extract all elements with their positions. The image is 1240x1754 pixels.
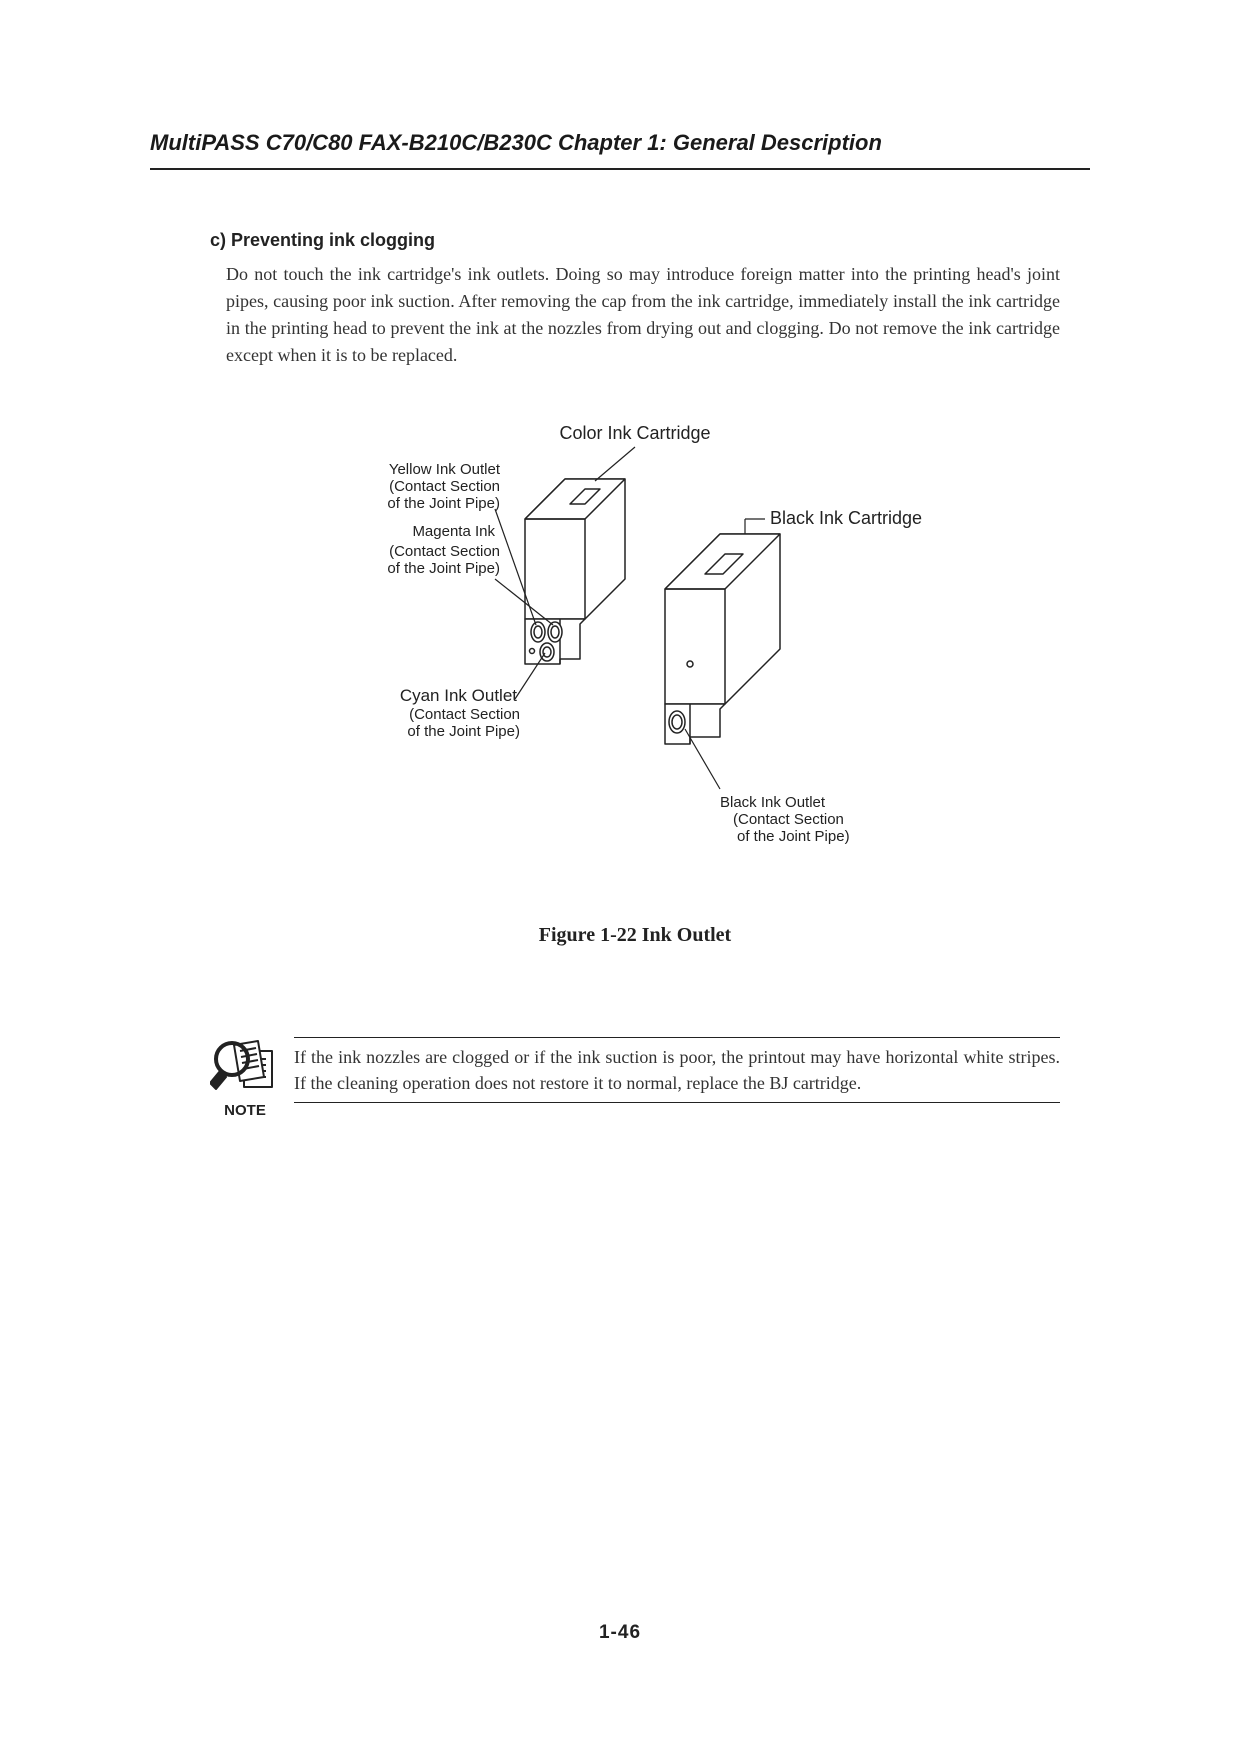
svg-text:Magenta Ink: Magenta Ink bbox=[412, 523, 495, 540]
figure-caption: Figure 1-22 Ink Outlet bbox=[325, 924, 945, 947]
label-cyan: Cyan Ink Outlet (Contact Section of the … bbox=[400, 686, 520, 740]
note-icon-column: NOTE bbox=[210, 1037, 280, 1119]
note-icon bbox=[210, 1037, 280, 1095]
chapter-header: MultiPASS C70/C80 FAX-B210C/B230C Chapte… bbox=[150, 130, 1090, 170]
note-text-wrap: If the ink nozzles are clogged or if the… bbox=[294, 1037, 1060, 1103]
label-color-cartridge: Color Ink Cartridge bbox=[559, 423, 710, 443]
svg-text:(Contact Section: (Contact Section bbox=[733, 811, 844, 828]
color-cartridge-shape bbox=[525, 479, 625, 664]
svg-text:Yellow Ink Outlet: Yellow Ink Outlet bbox=[389, 461, 501, 478]
page-container: MultiPASS C70/C80 FAX-B210C/B230C Chapte… bbox=[0, 0, 1240, 1119]
svg-text:Cyan Ink Outlet: Cyan Ink Outlet bbox=[400, 686, 517, 705]
svg-text:of the Joint Pipe): of the Joint Pipe) bbox=[737, 828, 850, 845]
svg-text:of the Joint Pipe): of the Joint Pipe) bbox=[407, 723, 520, 740]
section-body: c) Preventing ink clogging Do not touch … bbox=[150, 230, 1090, 947]
svg-text:(Contact Section: (Contact Section bbox=[389, 543, 500, 560]
svg-text:Black Ink Outlet: Black Ink Outlet bbox=[720, 794, 826, 811]
label-black-cartridge: Black Ink Cartridge bbox=[770, 508, 922, 528]
black-cartridge-shape bbox=[665, 534, 780, 744]
svg-text:(Contact Section: (Contact Section bbox=[389, 478, 500, 495]
note-text: If the ink nozzles are clogged or if the… bbox=[294, 1044, 1060, 1096]
label-black-outlet: Black Ink Outlet (Contact Section of the… bbox=[720, 794, 850, 845]
label-magenta: Magenta Ink (Contact Section of the Join… bbox=[387, 523, 500, 577]
svg-text:(Contact Section: (Contact Section bbox=[409, 706, 520, 723]
page-number: 1-46 bbox=[0, 1622, 1240, 1644]
svg-text:of the Joint Pipe): of the Joint Pipe) bbox=[387, 495, 500, 512]
paragraph: Do not touch the ink cartridge's ink out… bbox=[210, 261, 1060, 369]
diagram-svg: Color Ink Cartridge bbox=[325, 419, 945, 879]
svg-text:of the Joint Pipe): of the Joint Pipe) bbox=[387, 560, 500, 577]
note-block: NOTE If the ink nozzles are clogged or i… bbox=[210, 1037, 1060, 1119]
note-label: NOTE bbox=[210, 1102, 280, 1119]
figure-ink-outlet: Color Ink Cartridge bbox=[325, 419, 945, 947]
label-yellow: Yellow Ink Outlet (Contact Section of th… bbox=[387, 461, 500, 512]
subheading: c) Preventing ink clogging bbox=[210, 230, 1060, 251]
